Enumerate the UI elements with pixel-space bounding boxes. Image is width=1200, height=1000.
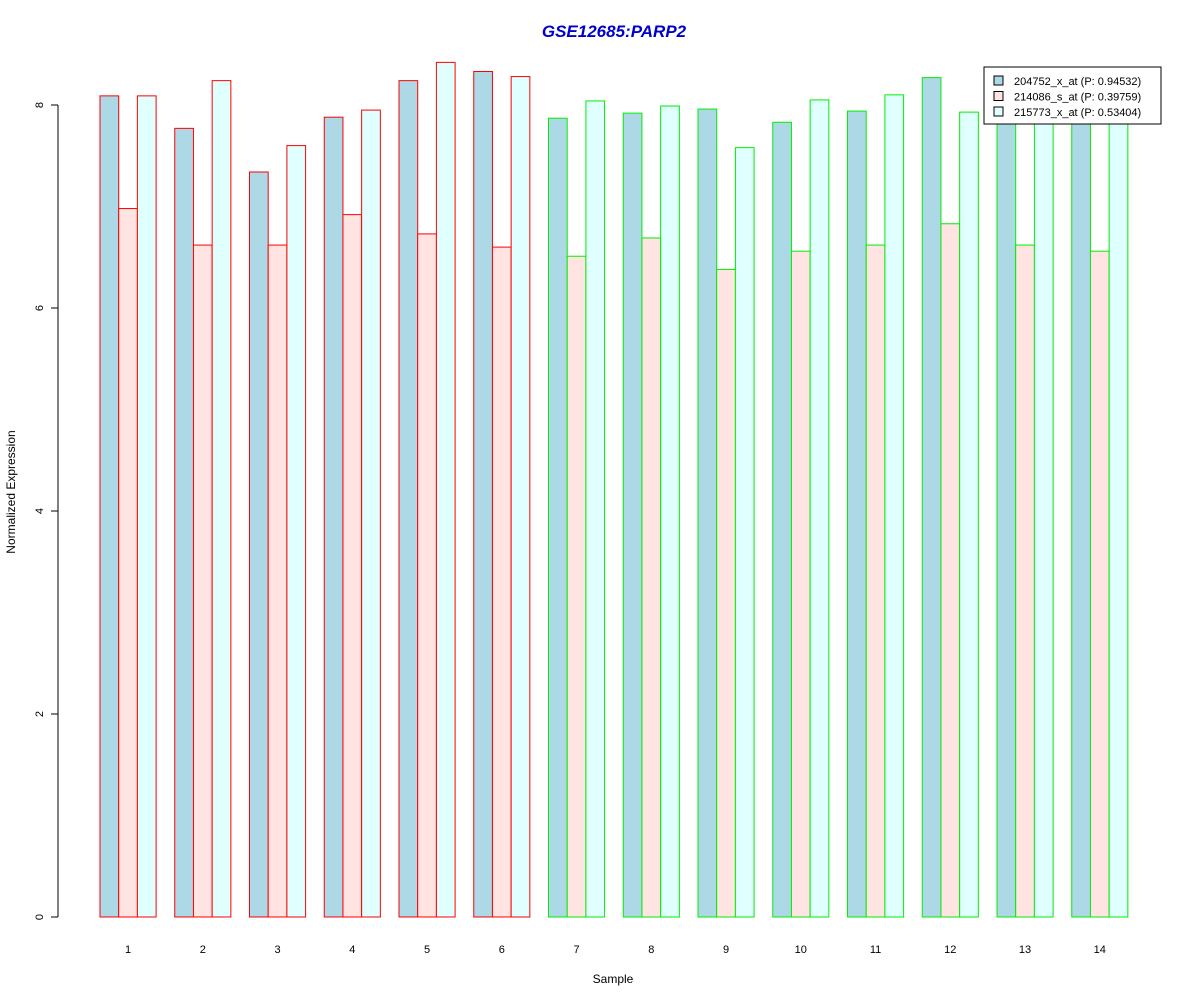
legend-swatch: [993, 75, 1004, 86]
bar-sample-10-series-2: [790, 250, 811, 918]
bar-sample-6-series-2: [491, 246, 512, 918]
x-axis-title: Sample: [593, 972, 634, 986]
bar-sample-11-series-1: [847, 110, 867, 918]
bar-sample-9-series-1: [697, 108, 718, 918]
x-tick-label: 12: [944, 944, 956, 956]
x-tick-label: 6: [499, 944, 505, 956]
legend-box: [983, 66, 1162, 125]
bar-sample-3-series-3: [286, 145, 307, 918]
bar-sample-1-series-1: [99, 95, 120, 918]
x-tick-label: 14: [1094, 944, 1106, 956]
bar-sample-13-series-2: [1015, 244, 1035, 918]
x-tick-label: 5: [424, 944, 430, 956]
x-tick-label: 9: [723, 944, 729, 956]
bar-sample-9-series-2: [716, 268, 736, 918]
bar-sample-4-series-1: [323, 116, 344, 918]
x-tick-label: 1: [125, 944, 131, 956]
bar-sample-6-series-1: [473, 71, 493, 918]
legend-label: 204752_x_at (P: 0.94532): [1014, 76, 1141, 88]
bar-sample-7-series-2: [566, 255, 587, 918]
bar-sample-1-series-3: [136, 95, 157, 918]
legend-swatch: [993, 91, 1004, 101]
y-tick-label: 6: [34, 305, 46, 311]
bar-sample-8-series-1: [622, 112, 643, 918]
x-tick-label: 7: [573, 944, 579, 956]
bar-sample-2-series-1: [174, 127, 194, 918]
bar-sample-14-series-3: [1108, 112, 1129, 918]
y-tick-label: 2: [34, 711, 46, 717]
y-tick-label: 4: [34, 508, 46, 514]
bar-sample-5-series-2: [417, 233, 437, 918]
bar-sample-8-series-2: [641, 237, 662, 918]
x-tick-label: 11: [870, 944, 881, 956]
bar-sample-7-series-3: [585, 100, 606, 918]
bar-sample-6-series-3: [510, 76, 531, 918]
bar-sample-12-series-3: [959, 111, 979, 918]
bar-sample-7-series-1: [548, 117, 568, 918]
x-tick-label: 2: [200, 944, 206, 956]
bar-sample-8-series-3: [660, 105, 680, 918]
bar-sample-13-series-1: [996, 116, 1017, 918]
bar-sample-14-series-2: [1089, 250, 1110, 918]
legend: 204752_x_at (P: 0.94532) 214086_s_at (P: …: [983, 66, 1162, 125]
bar-sample-2-series-2: [192, 244, 213, 918]
bar-sample-1-series-2: [118, 208, 138, 918]
legend-label: 215773_x_at (P: 0.53404): [1014, 107, 1141, 119]
bar-sample-5-series-1: [398, 80, 419, 918]
y-axis: 0 2 4 6 8: [34, 102, 59, 920]
bar-sample-11-series-3: [884, 94, 905, 918]
bar-sample-5-series-3: [435, 61, 456, 918]
bar-sample-3-series-2: [267, 244, 288, 918]
legend-label: 214086_s_at (P: 0.39759): [1014, 92, 1141, 104]
bar-sample-4-series-3: [361, 109, 381, 918]
bar-sample-3-series-1: [249, 171, 269, 918]
x-tick-label: 13: [1019, 944, 1031, 956]
y-axis-title: Normalized Expression: [4, 430, 18, 553]
bar-sample-10-series-3: [809, 99, 830, 918]
bar-sample-13-series-3: [1033, 112, 1054, 918]
x-tick-label: 10: [795, 944, 807, 956]
bar-sample-12-series-2: [940, 223, 961, 918]
y-tick-label: 0: [34, 914, 46, 920]
x-tick-label: 4: [349, 944, 355, 956]
bar-sample-11-series-2: [865, 244, 886, 918]
bar-sample-9-series-3: [734, 147, 755, 918]
bars: [99, 61, 1129, 918]
x-tick-label: 8: [648, 944, 654, 956]
bar-sample-14-series-1: [1071, 111, 1091, 918]
x-tick-label: 3: [274, 944, 280, 956]
bar-sample-4-series-2: [342, 214, 363, 918]
chart-title: GSE12685:PARP2: [542, 22, 687, 41]
bar-sample-2-series-3: [211, 80, 232, 918]
bar-sample-12-series-1: [921, 77, 942, 918]
bar-sample-10-series-1: [772, 121, 792, 918]
legend-swatch: [993, 106, 1004, 117]
y-tick-label: 8: [34, 102, 46, 108]
x-tick-labels: 1 2 3 4 5 6 7 8 9 10 11 12 13 14: [125, 944, 1106, 956]
